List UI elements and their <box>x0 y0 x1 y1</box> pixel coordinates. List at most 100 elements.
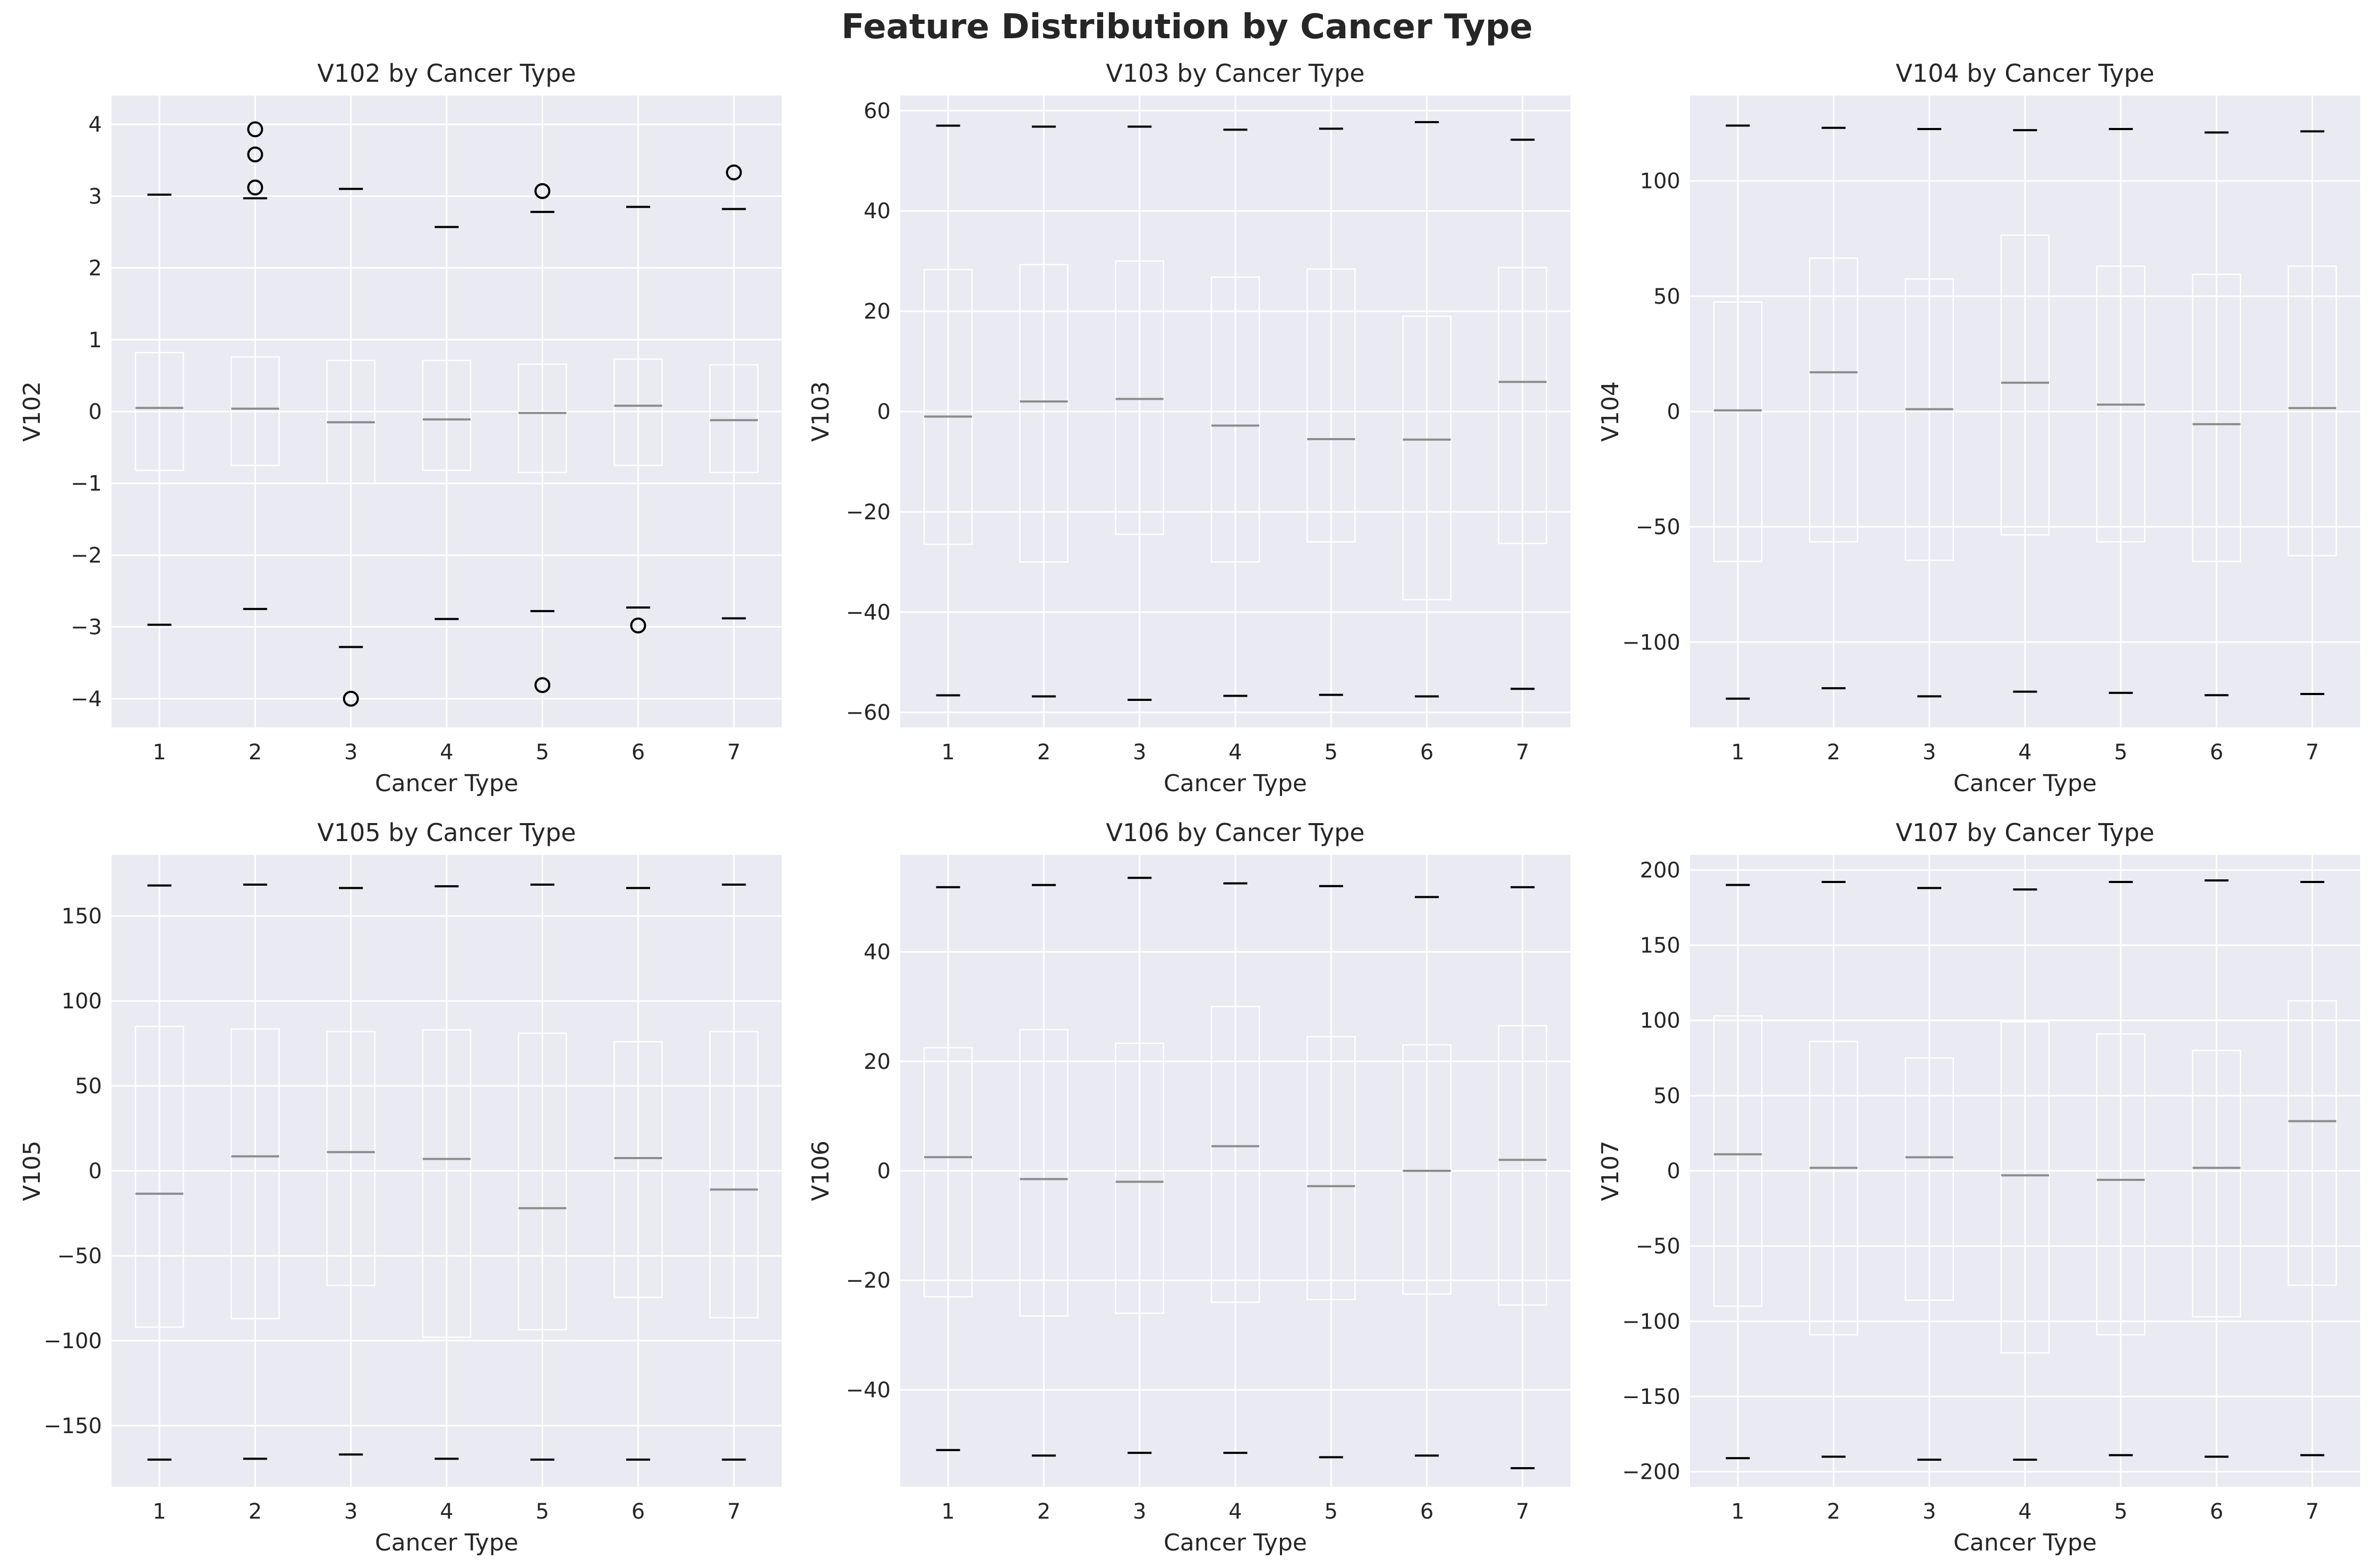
x-axis-label: Cancer Type <box>375 1529 518 1556</box>
box-iqr <box>1115 1042 1165 1314</box>
y-tick-label: −20 <box>846 500 891 525</box>
box-3 <box>326 887 376 1456</box>
y-tick-label: 4 <box>89 113 102 137</box>
y-tick-label: −2 <box>71 543 102 568</box>
box-iqr <box>1306 268 1356 543</box>
x-tick-label: 2 <box>249 1500 262 1524</box>
box-iqr <box>1713 1015 1763 1307</box>
y-tick-label: −150 <box>1622 1385 1680 1409</box>
box-2 <box>1019 884 1069 1457</box>
box-iqr <box>613 1041 663 1298</box>
x-tick-label: 6 <box>2210 740 2223 765</box>
box-3 <box>1115 125 1165 701</box>
x-axis-label: Cancer Type <box>375 770 518 797</box>
y-tick-label: 0 <box>877 400 891 424</box>
box-iqr <box>1905 1057 1954 1301</box>
box-iqr <box>2000 1021 2050 1354</box>
y-tick-label: −4 <box>71 687 102 712</box>
x-tick-label: 6 <box>2210 1500 2223 1524</box>
y-tick-label: 2 <box>89 256 102 281</box>
y-tick-label: −100 <box>1622 1309 1680 1334</box>
subplot-grid: −4 −3 −2 −1 0 1 2 3 4 1 2 3 4 5 6 7 V102 by Cancer Type C… <box>19 59 2360 1556</box>
y-tick-label: −50 <box>57 1244 102 1269</box>
box-6 <box>2192 879 2241 1458</box>
box-4 <box>422 226 472 620</box>
box-iqr <box>230 356 280 466</box>
box-iqr <box>134 352 184 472</box>
x-tick-label: 4 <box>2018 740 2031 765</box>
y-tick-label: −100 <box>1622 630 1680 655</box>
outlier-point-0 <box>343 690 359 707</box>
y-tick-label: −50 <box>1636 1235 1680 1259</box>
box-iqr <box>2000 234 2050 536</box>
box-7 <box>1498 139 1548 690</box>
box-2 <box>1809 881 1858 1458</box>
box-iqr <box>2192 1050 2241 1318</box>
y-tick-label: 100 <box>1640 169 1680 194</box>
y-tick-label: −40 <box>846 601 891 625</box>
figure-suptitle: Feature Distribution by Cancer Type <box>841 7 1533 47</box>
y-tick-label: 50 <box>1653 1084 1680 1108</box>
box-iqr <box>422 359 472 472</box>
y-axis-label: V104 <box>1597 381 1624 442</box>
x-tick-label: 5 <box>1325 740 1338 765</box>
subplot-2: −60 −40 −20 0 20 40 60 1 2 3 4 5 6 7 V103 by Cancer Ty… <box>807 59 1570 797</box>
box-iqr <box>1809 1041 1858 1336</box>
box-iqr <box>1019 264 1069 563</box>
subplot-1: −4 −3 −2 −1 0 1 2 3 4 1 2 3 4 5 6 7 V102 by Cancer Type C… <box>19 59 782 797</box>
box-6 <box>1402 896 1451 1457</box>
box-5 <box>517 183 567 693</box>
y-tick-label: 40 <box>864 199 891 224</box>
box-5 <box>2096 127 2146 694</box>
box-iqr <box>422 1029 472 1338</box>
x-tick-label: 4 <box>440 1500 453 1524</box>
box-3 <box>1905 887 1954 1461</box>
box-4 <box>2000 888 2050 1461</box>
subplot-title: V102 by Cancer Type <box>317 59 576 88</box>
box-1 <box>923 886 973 1451</box>
box-6 <box>1402 121 1451 698</box>
x-tick-label: 1 <box>152 1500 166 1524</box>
x-tick-label: 5 <box>2114 740 2128 765</box>
y-tick-label: 3 <box>89 184 102 209</box>
x-tick-label: 1 <box>941 740 954 765</box>
y-tick-label: −60 <box>846 701 891 725</box>
outlier-point-1 <box>247 146 263 162</box>
box-iqr <box>1402 315 1451 601</box>
y-tick-label: −50 <box>1636 515 1680 539</box>
subplot-title: V103 by Cancer Type <box>1106 59 1364 88</box>
subplot-title: V105 by Cancer Type <box>317 818 576 847</box>
y-axis-label: V102 <box>19 381 46 442</box>
x-tick-label: 5 <box>536 1500 549 1524</box>
x-tick-label: 3 <box>1133 1500 1146 1524</box>
box-6 <box>613 887 663 1461</box>
subplot-4: −150 −100 −50 0 50 100 150 1 2 3 4 5 6 7 V105 by Cance… <box>19 818 782 1556</box>
y-tick-label: 150 <box>62 904 102 929</box>
x-tick-label: 4 <box>440 740 453 765</box>
box-iqr <box>2096 1033 2146 1336</box>
x-axis-label: Cancer Type <box>1164 770 1307 797</box>
box-7 <box>709 883 759 1461</box>
y-tick-label: −1 <box>71 472 102 496</box>
y-tick-label: 20 <box>864 1050 891 1074</box>
box-iqr <box>1498 1025 1548 1306</box>
subplot-title: V104 by Cancer Type <box>1895 59 2154 88</box>
y-tick-label: −100 <box>44 1329 102 1353</box>
y-axis-label: V103 <box>807 381 834 442</box>
box-4 <box>422 885 472 1460</box>
y-tick-label: 0 <box>877 1159 891 1184</box>
box-iqr <box>1306 1036 1356 1300</box>
outlier-point-1 <box>534 677 551 693</box>
y-axis-label: V107 <box>1597 1141 1624 1201</box>
y-tick-label: 0 <box>1667 1159 1680 1184</box>
x-tick-label: 7 <box>1516 1500 1529 1524</box>
box-iqr <box>1713 301 1763 562</box>
y-tick-label: −40 <box>846 1378 891 1402</box>
y-tick-label: −20 <box>846 1269 891 1293</box>
box-iqr <box>709 364 759 474</box>
x-tick-label: 1 <box>1731 1500 1744 1524</box>
box-iqr <box>1809 257 1858 543</box>
x-tick-label: 4 <box>2018 1500 2031 1524</box>
y-tick-label: 60 <box>864 99 891 123</box>
